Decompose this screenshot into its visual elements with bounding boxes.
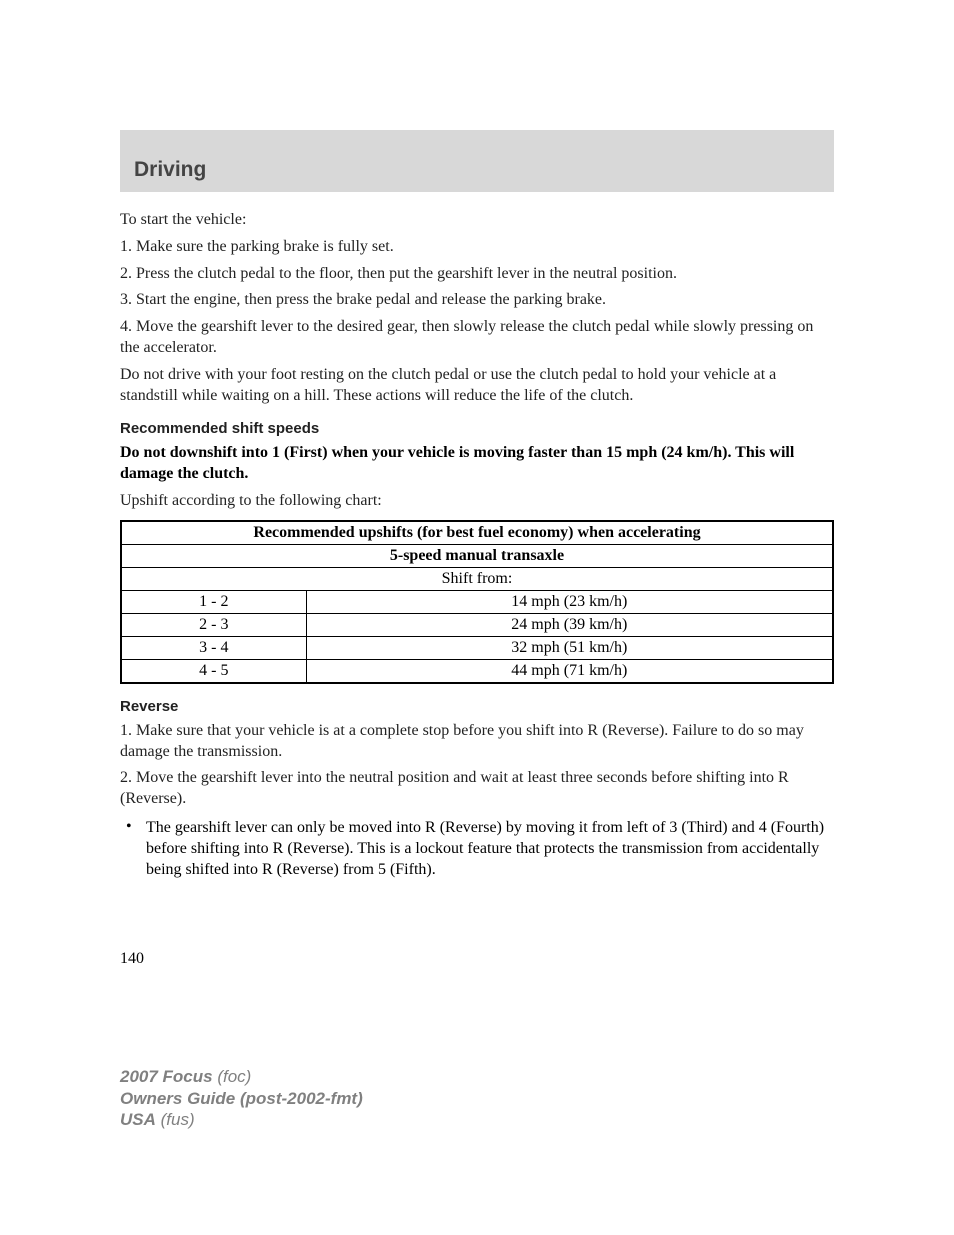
subheading-reverse: Reverse — [120, 698, 834, 715]
document-page: Driving To start the vehicle: 1. Make su… — [0, 0, 954, 1028]
step-3: 3. Start the engine, then press the brak… — [120, 290, 834, 311]
table-row: 4 - 5 — [121, 659, 306, 683]
step-4: 4. Move the gearshift lever to the desir… — [120, 317, 834, 359]
table-row: 14 mph (23 km/h) — [306, 590, 833, 613]
footer-line-1: 2007 Focus (foc) — [120, 1066, 363, 1087]
intro-text: To start the vehicle: — [120, 210, 834, 231]
chart-intro: Upshift according to the following chart… — [120, 491, 834, 512]
subheading-shift-speeds: Recommended shift speeds — [120, 420, 834, 437]
bullet-item: • The gearshift lever can only be moved … — [120, 818, 834, 880]
step-2: 2. Press the clutch pedal to the floor, … — [120, 264, 834, 285]
reverse-step-2: 2. Move the gearshift lever into the neu… — [120, 768, 834, 810]
footer-line-2: Owners Guide (post-2002-fmt) — [120, 1088, 363, 1109]
footer-code-2: (fus) — [161, 1110, 195, 1129]
table-row: 1 - 2 — [121, 590, 306, 613]
footer-code-1: (foc) — [217, 1067, 251, 1086]
shift-speed-table: Recommended upshifts (for best fuel econ… — [120, 520, 834, 684]
downshift-warning: Do not downshift into 1 (First) when you… — [120, 443, 834, 485]
footer-model: 2007 Focus — [120, 1067, 213, 1086]
step-1: 1. Make sure the parking brake is fully … — [120, 237, 834, 258]
table-row: 3 - 4 — [121, 636, 306, 659]
bullet-dot-icon: • — [120, 818, 140, 880]
reverse-step-1: 1. Make sure that your vehicle is at a c… — [120, 721, 834, 763]
section-title: Driving — [134, 158, 834, 182]
page-number: 140 — [120, 950, 834, 968]
table-row: 32 mph (51 km/h) — [306, 636, 833, 659]
footer-block: 2007 Focus (foc) Owners Guide (post-2002… — [120, 1066, 363, 1130]
bullet-text: The gearshift lever can only be moved in… — [140, 818, 834, 880]
footer-region: USA — [120, 1110, 156, 1129]
clutch-warning: Do not drive with your foot resting on t… — [120, 365, 834, 407]
table-row: 2 - 3 — [121, 613, 306, 636]
table-row: 24 mph (39 km/h) — [306, 613, 833, 636]
table-subtitle: 5-speed manual transaxle — [121, 544, 833, 567]
table-title: Recommended upshifts (for best fuel econ… — [121, 521, 833, 545]
section-header-bar: Driving — [120, 130, 834, 192]
footer-line-3: USA (fus) — [120, 1109, 363, 1130]
footer-guide: Owners Guide (post-2002-fmt) — [120, 1089, 363, 1108]
table-col-header: Shift from: — [121, 567, 833, 590]
table-row: 44 mph (71 km/h) — [306, 659, 833, 683]
